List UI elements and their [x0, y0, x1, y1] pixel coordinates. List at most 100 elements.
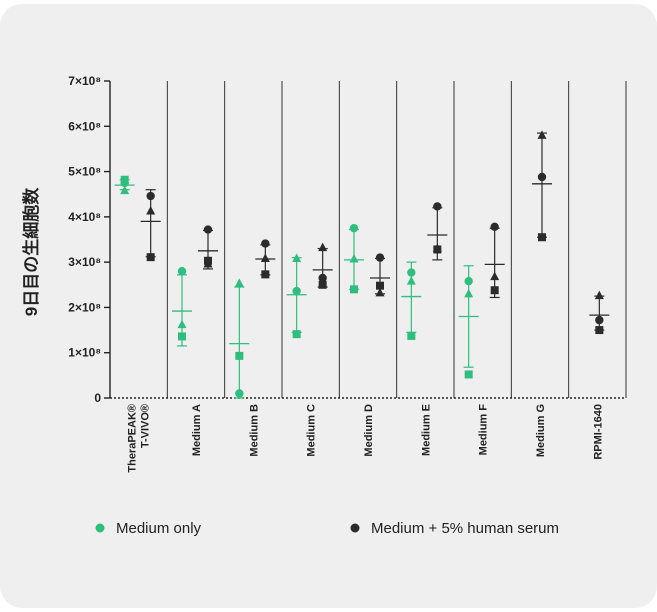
legend-marker	[95, 523, 105, 533]
data-group	[458, 265, 479, 379]
data-point-square	[407, 331, 416, 340]
x-tick-label-group: TheraPEAK® T-VIVO®	[127, 404, 152, 473]
x-tick-label: TheraPEAK®	[127, 404, 139, 473]
data-point-triangle	[146, 205, 156, 215]
data-point-square	[235, 351, 244, 360]
data-point-circle	[146, 191, 155, 201]
y-tick-label: 0	[94, 391, 101, 405]
data-group	[427, 202, 448, 261]
legend-label: Medium + 5% human serum	[371, 520, 559, 537]
x-tick-label: RPMI-1640	[592, 404, 604, 460]
data-group	[344, 223, 364, 294]
data-group	[114, 175, 135, 195]
data-group	[198, 225, 218, 270]
x-tick-label-group: Medium G	[535, 404, 547, 457]
legend-marker	[350, 523, 360, 533]
data-point-triangle	[292, 253, 302, 263]
legend-item: Medium + 5% human serum	[350, 520, 559, 537]
data-point-triangle	[490, 271, 500, 281]
data-group	[484, 222, 505, 299]
data-point-triangle	[177, 319, 187, 329]
x-tick-label: Medium B	[248, 404, 260, 457]
y-tick-label: 6×10⁸	[68, 119, 101, 133]
x-tick-label: Medium D	[363, 404, 375, 457]
x-tick-label-group: Medium A	[191, 404, 203, 456]
data-point-circle	[490, 222, 499, 232]
data-point-circle	[235, 389, 244, 398]
data-point-circle	[595, 315, 604, 325]
data-point-square	[146, 253, 155, 262]
data-group	[370, 253, 390, 297]
data-point-square	[350, 285, 358, 294]
x-tick-label-group: RPMI-1640	[592, 404, 604, 460]
data-point-square	[595, 326, 604, 335]
data-point-triangle	[406, 276, 416, 285]
data-point-square	[261, 270, 270, 279]
cell-count-chart: 9日目の生細胞数 0 1×10⁸ 2×10⁸ 3×10⁸ 4×10⁸ 5×10⁸ 6×10⁸…	[21, 74, 627, 537]
x-tick-label-group: Medium E	[420, 404, 432, 456]
data-group	[255, 239, 276, 279]
legend: Medium only Medium + 5% human serum	[95, 520, 559, 537]
data-point-circle	[261, 239, 270, 248]
data-group	[589, 290, 610, 335]
x-tick-label: T-VIVO®	[140, 404, 152, 448]
data-point-circle	[349, 223, 359, 233]
data-point-square	[120, 175, 129, 184]
x-tick-label: Medium F	[478, 404, 490, 456]
data-point-square	[178, 332, 186, 341]
x-tick-label-group: Medium B	[248, 404, 260, 457]
category-dividers	[166, 81, 627, 398]
data-point-triangle	[349, 253, 359, 263]
x-ticks: TheraPEAK® T-VIVO® Medium A Medium B Medium …	[127, 404, 605, 473]
data-point-triangle	[318, 242, 328, 252]
data-point-triangle	[120, 185, 130, 195]
x-tick-label-group: Medium F	[478, 404, 490, 456]
data-point-triangle	[260, 253, 270, 263]
data-point-circle	[464, 276, 473, 286]
data-group	[532, 130, 552, 242]
data-point-circle	[318, 273, 327, 283]
y-tick-label: 4×10⁸	[68, 210, 101, 224]
y-tick-label: 7×10⁸	[68, 74, 101, 88]
data-point-circle	[177, 267, 187, 276]
data-point-circle	[537, 172, 547, 182]
data-group	[401, 261, 422, 340]
chart-card: 9日目の生細胞数 0 1×10⁸ 2×10⁸ 3×10⁸ 4×10⁸ 5×10⁸ 6×10⁸…	[0, 4, 657, 608]
data-point-circle	[433, 202, 442, 211]
data-point-circle	[407, 268, 416, 277]
x-tick-label: Medium C	[306, 404, 318, 457]
data-point-circle	[375, 253, 385, 262]
data-marks	[114, 130, 610, 399]
legend-label: Medium only	[116, 520, 202, 537]
data-point-square	[204, 256, 212, 265]
data-point-triangle	[234, 278, 244, 287]
y-tick-label: 5×10⁸	[68, 165, 101, 179]
x-tick-label: Medium E	[420, 404, 432, 456]
data-group	[140, 189, 161, 262]
y-tick-label: 2×10⁸	[68, 300, 101, 314]
data-group	[286, 253, 307, 339]
y-axis-label-group: 9日目の生細胞数	[21, 187, 41, 316]
x-tick-label: Medium A	[191, 404, 203, 456]
data-point-triangle	[594, 290, 604, 300]
data-group	[312, 242, 333, 289]
data-point-triangle	[537, 130, 547, 139]
data-group	[172, 267, 192, 347]
data-point-square	[318, 280, 327, 289]
data-point-square	[376, 281, 384, 290]
data-group	[229, 278, 250, 399]
data-point-triangle	[464, 288, 474, 298]
x-tick-label: Medium G	[535, 404, 547, 457]
y-tick-label: 3×10⁸	[68, 255, 101, 269]
x-tick-label-group: Medium D	[363, 404, 375, 457]
data-point-square	[433, 245, 442, 254]
data-point-square	[464, 370, 473, 379]
data-point-square	[292, 330, 301, 339]
y-axis-label: 9日目の生細胞数	[21, 187, 41, 316]
legend-item: Medium only	[95, 520, 202, 537]
y-ticks: 0 1×10⁸ 2×10⁸ 3×10⁸ 4×10⁸ 5×10⁸ 6×10⁸ 7×10⁸	[68, 74, 110, 405]
data-point-circle	[203, 225, 213, 234]
y-tick-label: 1×10⁸	[68, 346, 101, 360]
data-point-square	[490, 286, 499, 295]
data-point-square	[538, 233, 546, 242]
